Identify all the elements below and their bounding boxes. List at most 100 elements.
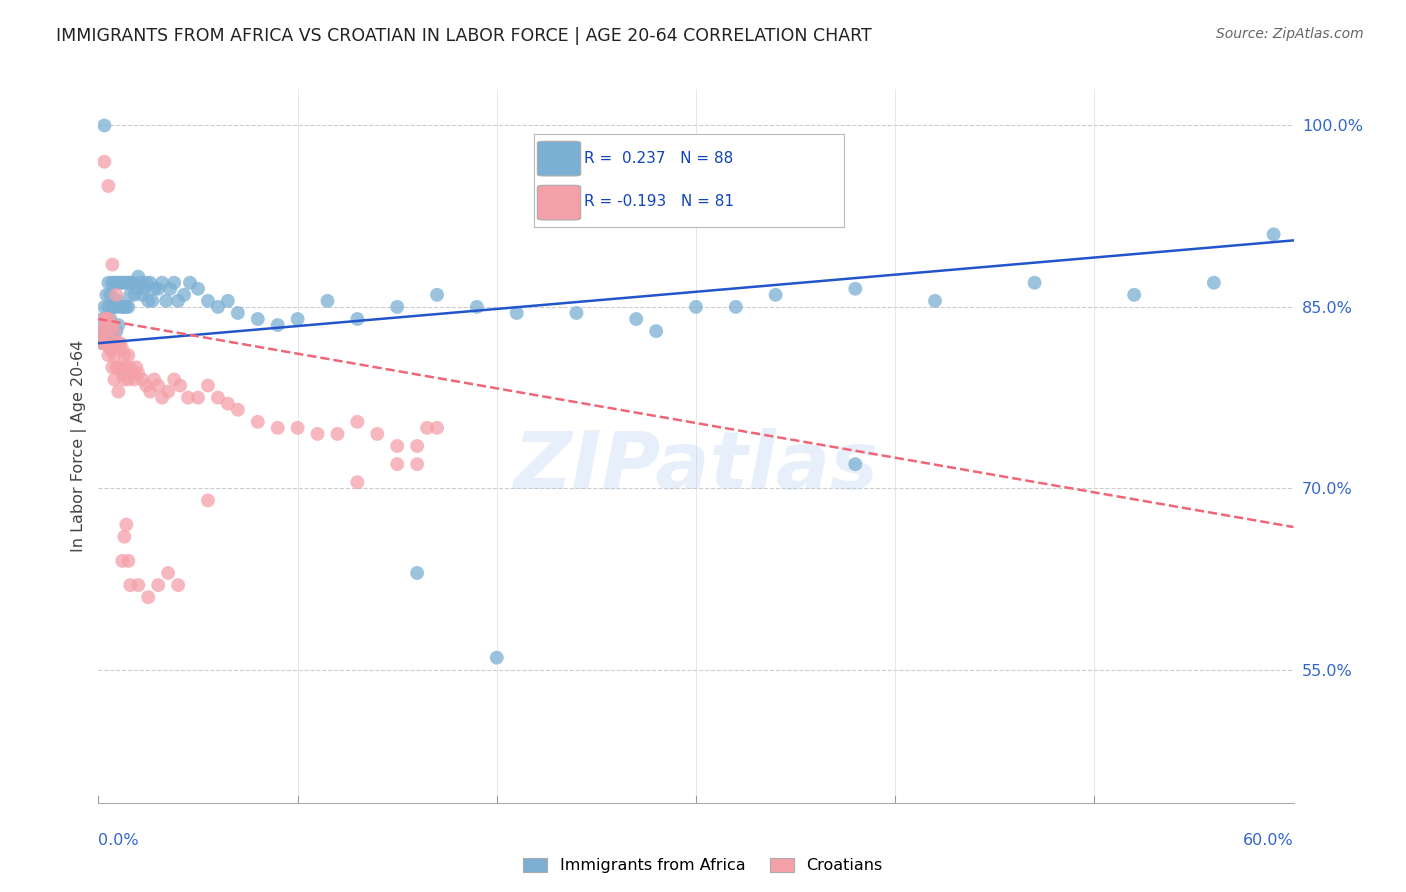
Point [485,650,508,665]
Point [685,300,707,314]
Point [100,343,122,357]
Point [101,343,124,357]
Point [96,336,118,351]
Point [246,415,269,429]
Point [124,372,146,386]
Point [124,288,146,302]
Point [120,360,142,375]
Point [103,348,125,362]
Point [217,293,239,308]
Point [110,300,132,314]
Point [159,282,181,296]
Point [406,439,429,453]
Point [103,324,125,338]
Point [103,324,125,338]
Point [115,517,138,532]
Point [97,330,120,344]
Point [426,288,449,302]
Point [148,578,170,592]
Point [107,336,129,351]
Point [121,276,143,290]
Point [246,312,269,326]
Point [131,372,153,386]
Point [163,276,186,290]
Point [565,306,588,320]
Point [101,276,124,290]
Point [207,300,229,314]
Point [385,300,409,314]
Point [1123,288,1146,302]
Point [93,324,115,338]
Point [117,372,139,386]
Point [112,530,135,544]
Point [426,421,449,435]
Point [111,276,134,290]
Point [506,306,529,320]
Point [120,288,142,302]
Point [163,372,186,386]
Point [117,276,139,290]
Point [107,384,129,399]
Point [107,276,129,290]
Point [93,154,115,169]
Point [148,282,170,296]
Point [150,276,173,290]
Point [117,554,139,568]
Point [93,119,115,133]
Point [267,318,290,332]
Point [103,300,125,314]
Point [107,293,129,308]
Point [117,348,139,362]
Point [136,590,159,604]
Point [101,300,124,314]
Point [217,397,239,411]
Point [97,276,120,290]
Point [226,402,249,417]
Point [103,276,125,290]
Point [112,348,135,362]
Point [465,300,488,314]
Text: R =  0.237   N = 88: R = 0.237 N = 88 [583,151,733,166]
Point [112,372,135,386]
Point [97,324,120,338]
Point [135,378,157,392]
Point [103,372,125,386]
Point [93,300,115,314]
Point [287,312,309,326]
Point [406,566,429,580]
Text: Source: ZipAtlas.com: Source: ZipAtlas.com [1216,27,1364,41]
Point [115,300,138,314]
Point [97,348,120,362]
Point [107,318,129,332]
Point [131,288,153,302]
Point [157,566,180,580]
Point [197,293,219,308]
Point [101,258,124,272]
Point [91,336,114,351]
Point [924,293,946,308]
Point [127,367,149,381]
Point [173,288,195,302]
Text: IMMIGRANTS FROM AFRICA VS CROATIAN IN LABOR FORCE | AGE 20-64 CORRELATION CHART: IMMIGRANTS FROM AFRICA VS CROATIAN IN LA… [56,27,872,45]
FancyBboxPatch shape [537,141,581,176]
Point [120,578,142,592]
Point [416,421,439,435]
Point [89,324,111,338]
Y-axis label: In Labor Force | Age 20-64: In Labor Force | Age 20-64 [72,340,87,552]
Point [100,336,122,351]
Point [187,391,209,405]
Point [366,426,388,441]
Point [346,415,368,429]
Point [121,367,143,381]
Point [626,312,648,326]
Point [120,276,142,290]
Point [316,293,339,308]
Text: 60.0%: 60.0% [1243,833,1294,848]
Point [125,282,148,296]
Point [177,391,200,405]
Point [100,318,122,332]
Point [197,493,219,508]
Point [91,312,114,326]
Point [97,312,120,326]
Point [346,312,368,326]
